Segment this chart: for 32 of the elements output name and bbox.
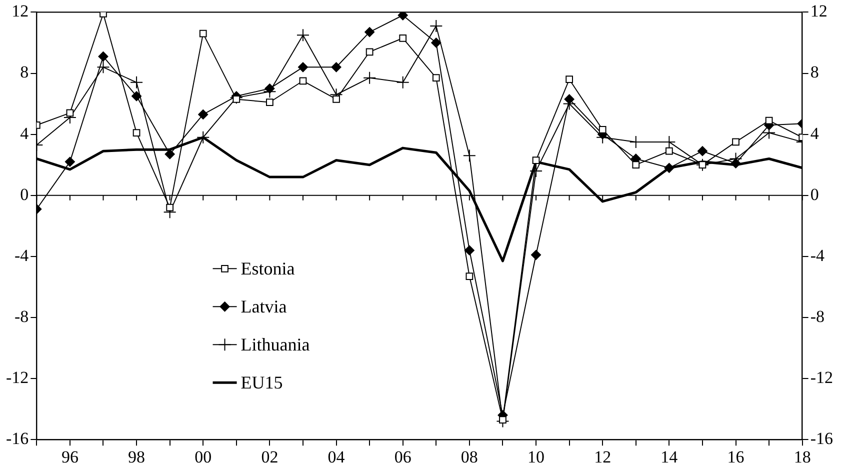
x-tick-label: 08: [460, 447, 478, 466]
legend-label: Lithuania: [240, 334, 310, 354]
y-tick-label: 8: [20, 62, 29, 82]
y-tick-label: -8: [14, 306, 29, 326]
y-tick-label: -4: [14, 246, 30, 265]
legend-label: EU15: [240, 372, 283, 392]
x-tick-label: 02: [261, 447, 278, 466]
x-tick-label: 00: [194, 447, 212, 466]
legend-label: Latvia: [240, 296, 287, 316]
x-tick-label: 14: [660, 447, 678, 466]
y2-tick-label: 8: [810, 62, 819, 82]
y2-tick-label: 4: [810, 124, 820, 143]
y2-tick-label: 0: [810, 184, 819, 204]
y-tick-label: 0: [20, 184, 29, 204]
x-tick-label: 04: [328, 447, 346, 466]
legend-label: Estonia: [240, 258, 295, 278]
x-tick-label: 10: [528, 447, 545, 466]
y2-tick-label: -4: [810, 246, 825, 265]
y2-tick-label: -12: [810, 368, 834, 388]
y-tick-label: -12: [6, 368, 29, 388]
x-tick-label: 06: [394, 447, 412, 466]
x-tick-label: 96: [61, 447, 78, 466]
x-tick-label: 12: [594, 447, 612, 466]
y-tick-label: 12: [12, 2, 29, 21]
x-tick-label: 98: [128, 447, 146, 466]
y-tick-label: 4: [20, 124, 30, 143]
y-tick-label: -16: [6, 429, 29, 448]
y2-tick-label: 12: [810, 2, 828, 21]
x-tick-label: 18: [794, 447, 811, 466]
y2-tick-label: -16: [810, 429, 834, 448]
y2-tick-label: -8: [810, 306, 825, 326]
x-tick-label: 16: [727, 447, 744, 466]
